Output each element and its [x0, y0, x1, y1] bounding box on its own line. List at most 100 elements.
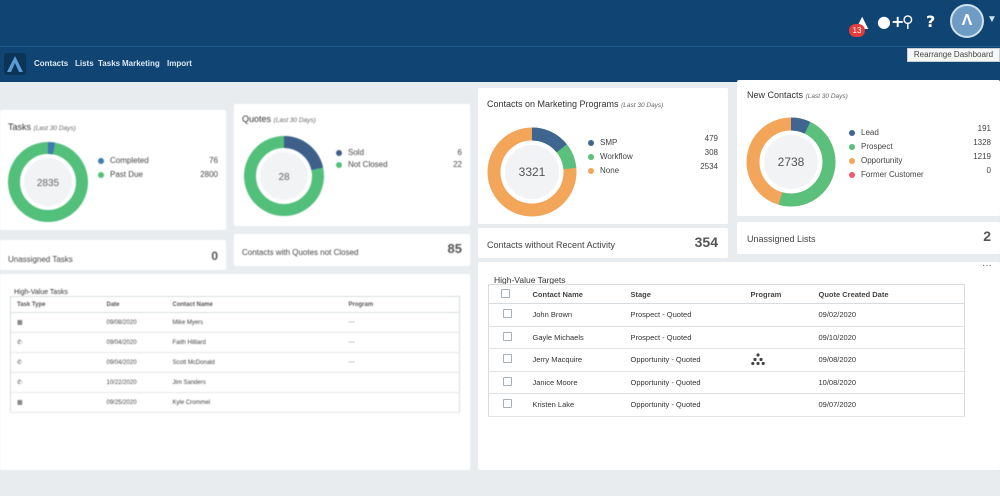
- quotes-not-closed-label: Contacts with Quotes not Closed: [242, 248, 359, 257]
- table-row[interactable]: ✆ 09/04/2020 Scott McDonald ⋯: [10, 352, 460, 373]
- unassigned-tasks-value: 0: [211, 249, 218, 263]
- target-contact-name[interactable]: John Brown: [528, 303, 627, 327]
- legend-value: 2800: [200, 170, 218, 179]
- target-contact-name[interactable]: Janice Moore: [528, 371, 627, 394]
- tasks-donut: 2835: [8, 142, 88, 222]
- legend-value: 76: [209, 156, 218, 165]
- help-icon[interactable]: ?: [926, 12, 936, 31]
- task-contact[interactable]: Scott McDonald: [166, 352, 343, 373]
- unassigned-tasks-card[interactable]: Unassigned Tasks 0: [0, 240, 226, 270]
- high-value-tasks-title: High-Value Tasks: [14, 289, 68, 296]
- legend-none: None: [588, 166, 619, 175]
- briefcase-icon: ▦: [17, 400, 23, 406]
- task-contact[interactable]: Jim Sanders: [166, 372, 343, 393]
- legend-prospect: Prospect: [849, 142, 893, 151]
- legend-dot: [849, 129, 855, 136]
- quotes-not-closed-card[interactable]: Contacts with Quotes not Closed 85: [234, 234, 470, 266]
- column-header[interactable]: Program: [342, 296, 460, 313]
- task-contact[interactable]: Mike Myers: [166, 312, 343, 333]
- nav-marketing[interactable]: Marketing: [122, 59, 160, 68]
- legend-dot: [849, 171, 855, 178]
- legend-value: 0: [986, 166, 991, 175]
- marketing-programs-card: Contacts on Marketing Programs (Last 30 …: [478, 88, 728, 224]
- task-contact[interactable]: Faith Hilliard: [166, 332, 343, 353]
- top-bar: ▲ 13 ●+ ⚲ ? Λ ▼: [0, 0, 1000, 46]
- table-row[interactable]: Janice Moore Opportunity - Quoted 10/08/…: [488, 371, 965, 394]
- unassigned-tasks-label: Unassigned Tasks: [8, 255, 73, 264]
- row-checkbox[interactable]: [503, 309, 512, 319]
- tasks-card-title: Tasks (Last 30 Days): [8, 122, 76, 132]
- program-icon[interactable]: [750, 353, 765, 365]
- high-value-targets-table: Contact Name Stage Program Quote Created…: [488, 284, 965, 417]
- legend-dot: [98, 157, 104, 164]
- legend-lead: Lead: [849, 128, 879, 137]
- chevron-down-icon[interactable]: ▼: [987, 14, 997, 25]
- column-header[interactable]: Contact Name: [166, 296, 343, 313]
- more-options-icon[interactable]: ···: [982, 260, 992, 271]
- table-row[interactable]: ▦ 09/25/2020 Kyle Crommel: [10, 392, 460, 413]
- column-header[interactable]: Quote Created Date: [814, 284, 965, 304]
- table-row[interactable]: John Brown Prospect - Quoted 09/02/2020: [488, 303, 965, 327]
- column-header[interactable]: Contact Name: [528, 284, 627, 304]
- task-program: ⋯: [342, 352, 460, 373]
- task-contact[interactable]: Kyle Crommel: [166, 392, 343, 413]
- notification-badge[interactable]: 13: [849, 24, 865, 37]
- add-user-icon[interactable]: ●+: [877, 12, 905, 31]
- legend-value: 2534: [700, 162, 718, 171]
- row-checkbox[interactable]: [503, 376, 512, 386]
- table-row[interactable]: ✆ 10/22/2020 Jim Sanders: [10, 372, 460, 393]
- column-header[interactable]: Task Type: [10, 296, 101, 313]
- legend-dot: [588, 139, 594, 146]
- target-stage: Prospect - Quoted: [626, 326, 747, 349]
- task-date: 09/25/2020: [100, 392, 167, 413]
- row-checkbox[interactable]: [503, 331, 512, 341]
- target-contact-name[interactable]: Kristen Lake: [528, 393, 627, 417]
- high-value-tasks-table: Task Type Date Contact Name Program ▦ 09…: [10, 296, 460, 413]
- nav-contacts[interactable]: Contacts: [34, 59, 69, 68]
- rearrange-dashboard-button[interactable]: Rearrange Dashboard: [907, 48, 1000, 62]
- legend-former-customer: Former Customer: [849, 170, 924, 179]
- table-row[interactable]: Jerry Macquire Opportunity - Quoted 09/0…: [488, 348, 965, 372]
- unassigned-lists-card[interactable]: Unassigned Lists 2: [737, 222, 1000, 254]
- phone-icon: ✆: [17, 360, 23, 366]
- legend-value: 22: [453, 160, 462, 169]
- no-recent-activity-card[interactable]: Contacts without Recent Activity 354: [478, 228, 728, 258]
- legend-value: 191: [977, 124, 991, 133]
- target-quote-date: 09/08/2020: [814, 348, 965, 372]
- table-row[interactable]: Gayle Michaels Prospect - Quoted 09/10/2…: [488, 326, 965, 349]
- avatar[interactable]: Λ: [950, 4, 984, 38]
- select-all-checkbox[interactable]: [501, 288, 510, 298]
- column-header[interactable]: Stage: [626, 284, 747, 304]
- row-checkbox[interactable]: [503, 399, 512, 409]
- table-header-row: Contact Name Stage Program Quote Created…: [488, 284, 965, 304]
- target-stage: Opportunity - Quoted: [626, 393, 747, 417]
- nav-tasks[interactable]: Tasks: [98, 59, 121, 68]
- nav-import[interactable]: Import: [167, 59, 192, 68]
- unassigned-lists-value: 2: [983, 228, 991, 244]
- target-contact-name[interactable]: Gayle Michaels: [528, 326, 627, 349]
- legend-value: 1328: [973, 138, 991, 147]
- app-logo[interactable]: [4, 53, 26, 75]
- nav-lists[interactable]: Lists: [75, 59, 94, 68]
- legend-smp: SMP: [588, 138, 617, 147]
- legend-not-closed: Not Closed: [336, 160, 388, 169]
- quotes-card: Quotes (Last 30 Days) 28 Sold 6 Not Clos…: [234, 104, 470, 226]
- column-header[interactable]: Date: [100, 296, 167, 313]
- legend-dot: [98, 171, 104, 178]
- target-program: [746, 371, 815, 394]
- phone-icon: ✆: [17, 340, 23, 346]
- search-icon[interactable]: ⚲: [902, 12, 914, 31]
- target-stage: Opportunity - Quoted: [626, 348, 747, 372]
- legend-dot: [849, 143, 855, 150]
- table-row[interactable]: Kristen Lake Opportunity - Quoted 09/07/…: [488, 393, 965, 417]
- marketing-card-title: Contacts on Marketing Programs (Last 30 …: [487, 99, 664, 109]
- marketing-donut: 3321: [487, 127, 577, 217]
- row-checkbox[interactable]: [503, 354, 512, 364]
- column-header[interactable]: Program: [746, 284, 815, 304]
- target-contact-name[interactable]: Jerry Macquire: [528, 348, 627, 372]
- task-program: ⋯: [342, 312, 460, 333]
- task-date: 09/08/2020: [100, 312, 167, 333]
- high-value-targets-title: High-Value Targets: [494, 275, 566, 285]
- table-row[interactable]: ▦ 09/08/2020 Mike Myers ⋯: [10, 312, 460, 333]
- table-row[interactable]: ✆ 09/04/2020 Faith Hilliard ⋯: [10, 332, 460, 353]
